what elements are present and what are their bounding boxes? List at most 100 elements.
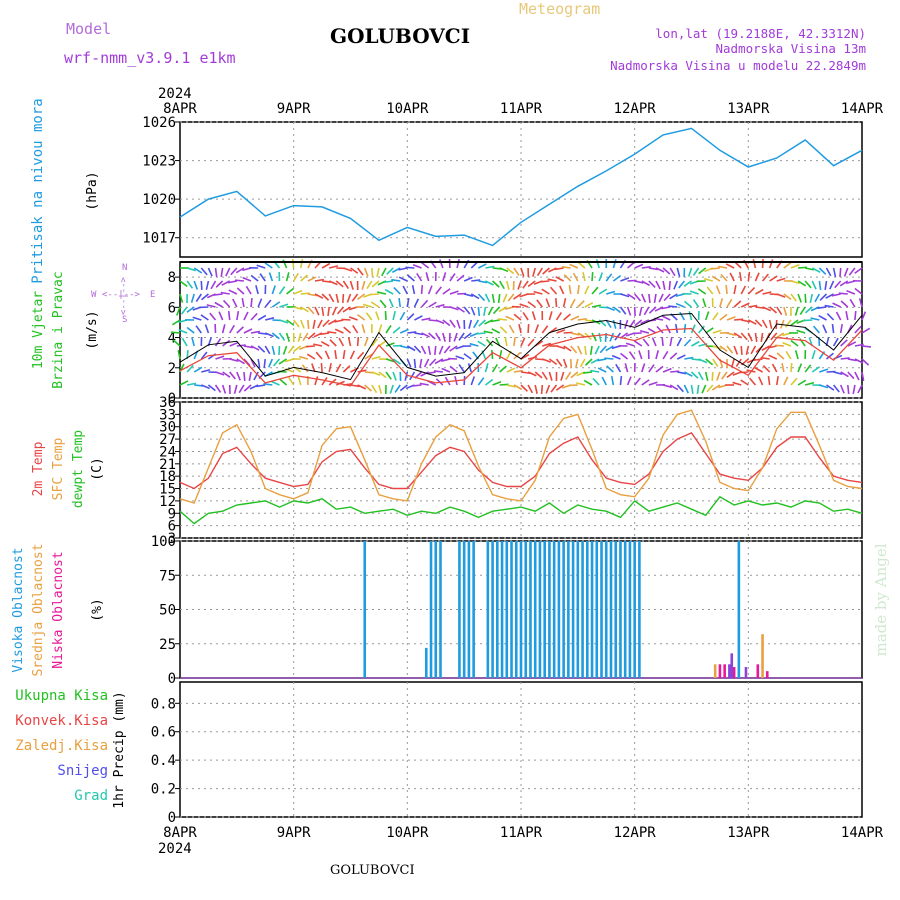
wind-arrow <box>758 376 764 386</box>
wind-arrow <box>605 319 612 329</box>
wind-arrow <box>712 329 722 334</box>
wind-arrow <box>711 275 721 282</box>
y-tick-label: 0.6 <box>151 725 176 741</box>
precip-snow-label: Snijeg <box>57 763 108 779</box>
wind-arrow <box>271 285 276 295</box>
wind-title-1: 10m Vjetar <box>31 291 46 369</box>
wind-arrow <box>719 298 724 308</box>
wind-arrow <box>556 345 566 350</box>
wind-arrow <box>641 280 650 287</box>
wind-arrow <box>790 280 800 285</box>
wind-arrow <box>357 369 367 373</box>
wind-arrow <box>561 266 571 269</box>
wind-arrow <box>449 319 456 328</box>
wind-arrow <box>628 351 636 360</box>
compass-arrow-vertical: <--|--> <box>119 276 129 315</box>
wind-arrow <box>491 293 495 304</box>
wind-arrow <box>329 339 337 347</box>
wind-arrow <box>598 272 604 282</box>
cloud-bar <box>576 541 580 678</box>
wind-arrow <box>818 267 827 275</box>
wind-arrow <box>610 376 615 386</box>
wind-arrow <box>748 304 758 308</box>
wind-arrow <box>201 384 210 390</box>
model-label: Model <box>66 20 111 38</box>
wind-arrow <box>300 319 305 329</box>
wind-arrow <box>328 363 332 373</box>
wind-arrow <box>491 349 494 360</box>
wind-arrow <box>805 267 815 271</box>
wind-arrow <box>371 338 378 347</box>
wind-arrow <box>638 350 643 360</box>
wind-arrow <box>207 267 213 277</box>
wind-arrow <box>627 293 636 300</box>
wind-arrow <box>213 293 223 296</box>
cloud-bar <box>462 541 466 678</box>
wind-arrow <box>839 280 849 287</box>
wind-arrow <box>605 345 614 352</box>
cloud-bar <box>732 667 736 678</box>
wind-arrow <box>343 267 353 272</box>
wind-arrow <box>513 267 520 276</box>
wind-arrow <box>491 328 501 334</box>
wind-arrow <box>271 301 281 308</box>
wind-arrow <box>518 324 522 334</box>
wind-arrow <box>762 306 772 312</box>
wind-arrow <box>612 275 622 282</box>
wind-arrow <box>854 287 863 295</box>
wind-arrow <box>661 306 671 310</box>
wind-arrow <box>689 290 699 295</box>
wind-arrow <box>641 266 651 269</box>
wind-arrow <box>293 306 303 311</box>
cloud-unit: (%) <box>90 598 105 621</box>
wind-arrow <box>195 293 202 302</box>
wind-arrow <box>678 280 686 289</box>
cloud-bar <box>543 541 546 678</box>
wind-arrow <box>412 264 422 269</box>
wind-arrow <box>456 274 465 282</box>
wind-arrow <box>513 336 516 347</box>
wind-arrow <box>732 381 742 386</box>
top-tick-label: 9APR <box>277 101 311 117</box>
wind-arrow <box>477 306 481 317</box>
wind-arrow <box>470 306 476 316</box>
wind-arrow <box>790 377 798 386</box>
cloud-bar <box>552 541 556 678</box>
wind-arrow <box>555 297 558 308</box>
wind-arrow <box>250 297 253 308</box>
wind-arrow <box>832 337 839 347</box>
wind-arrow <box>349 350 356 360</box>
wind-arrow <box>776 306 783 315</box>
product-title: Meteogram <box>519 0 600 18</box>
wind-arrow <box>697 371 704 381</box>
wind-arrow <box>214 338 222 347</box>
cloud-bar <box>510 541 513 678</box>
wind-arrow <box>785 350 792 360</box>
wind-arrow <box>505 315 515 321</box>
wind-arrow <box>663 293 671 302</box>
wind-arrow <box>334 328 344 334</box>
wind-arrow <box>233 384 238 394</box>
wind-arrow <box>575 358 579 368</box>
wind-arrow <box>420 284 424 295</box>
wind-arrow <box>232 298 238 308</box>
wind-arrow <box>406 358 412 368</box>
wind-arrow <box>598 332 602 342</box>
precip-conv-label: Konvek.Kisa <box>15 713 108 729</box>
wind-arrow <box>819 293 828 301</box>
wind-arrow <box>180 306 188 315</box>
cloud-bar <box>562 541 565 678</box>
wind-arrow <box>190 293 195 303</box>
precip-total-label: Ukupna Kisa <box>15 688 108 704</box>
wind-arrow <box>478 263 487 269</box>
wind-arrow <box>776 352 785 360</box>
wind-arrow <box>690 371 699 379</box>
wind-arrow <box>598 288 608 295</box>
wind-arrow <box>201 293 209 301</box>
cloud-bar <box>623 541 627 678</box>
wind-arrow <box>679 311 686 321</box>
wind-arrow <box>669 384 679 391</box>
wind-arrow <box>696 384 700 395</box>
wind-arrow <box>783 261 792 269</box>
